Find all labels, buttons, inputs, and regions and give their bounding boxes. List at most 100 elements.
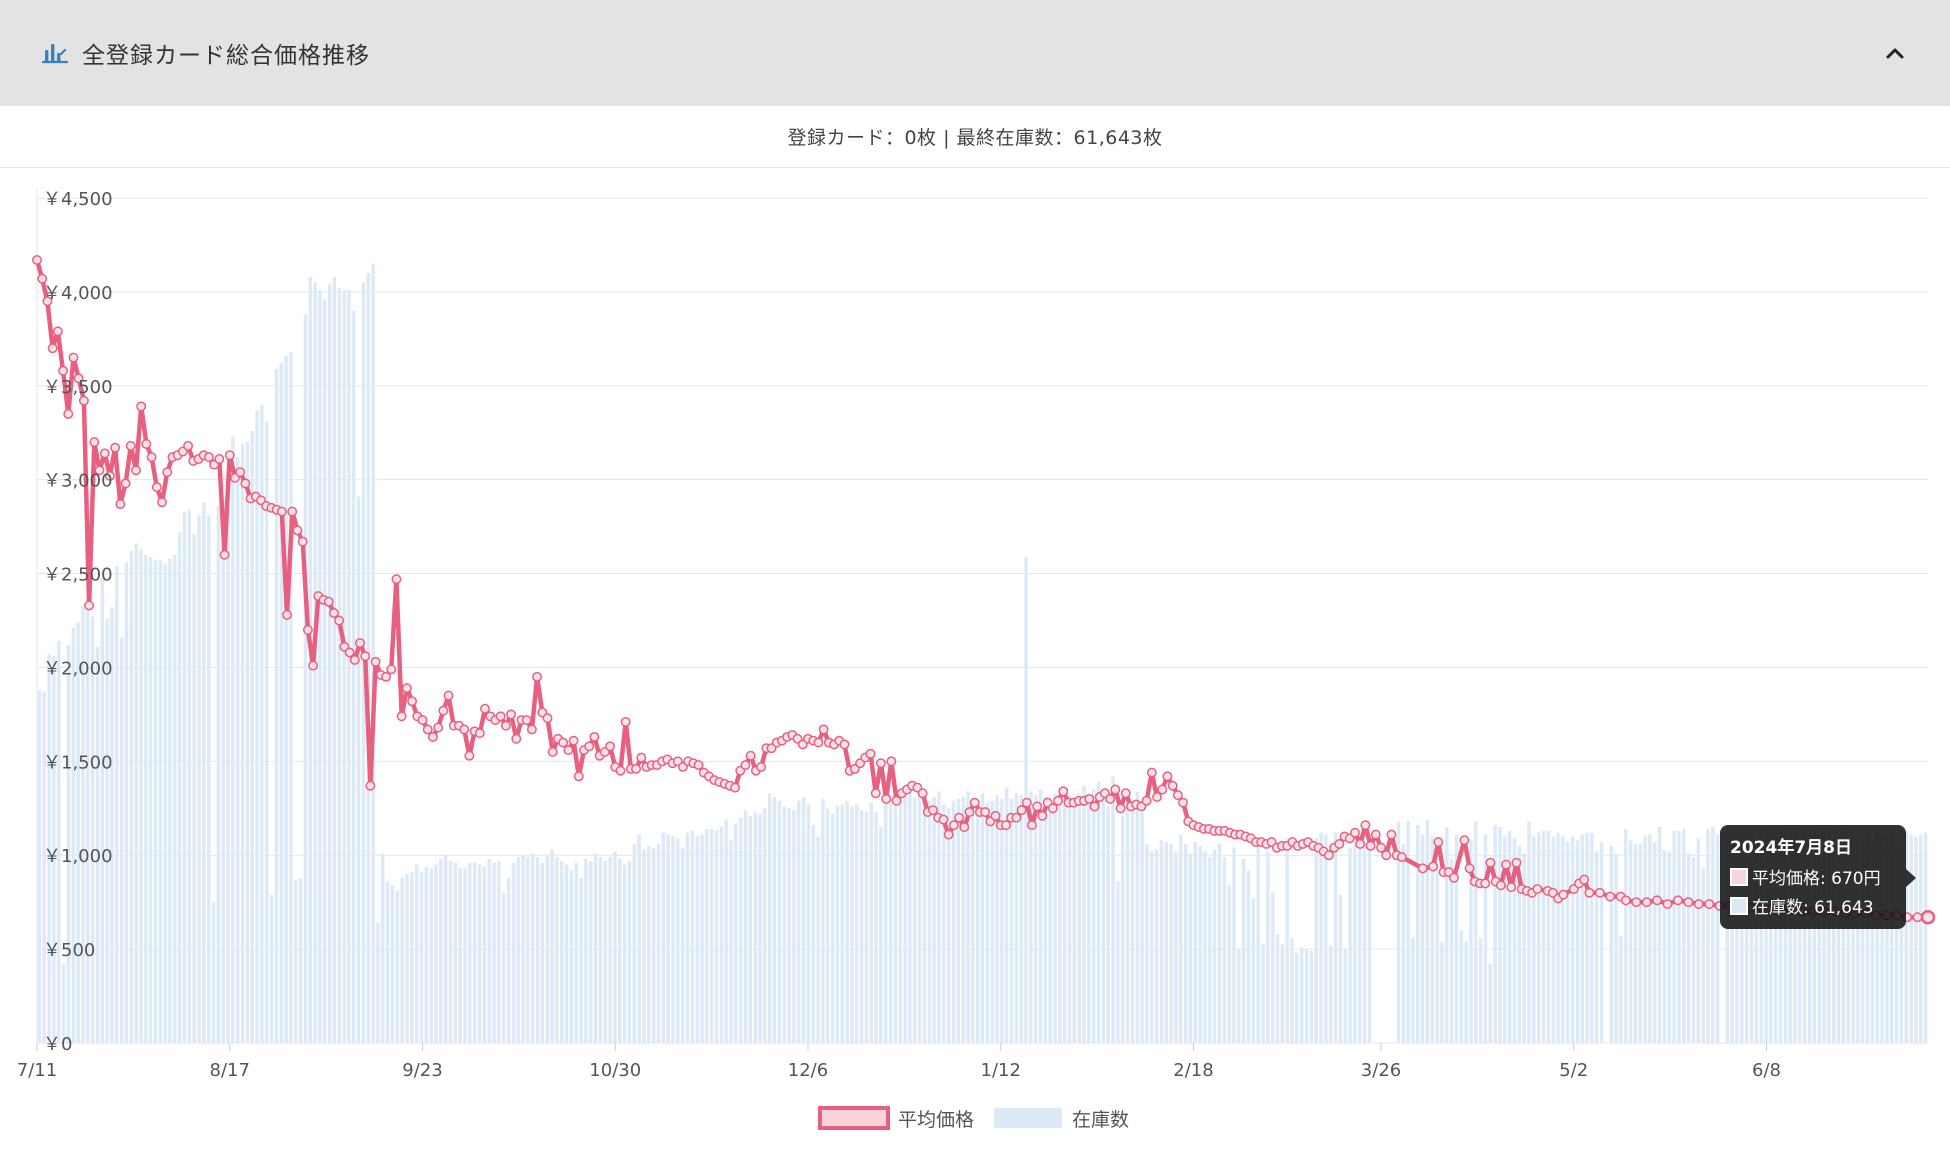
price-point [104, 470, 115, 481]
stock-bar [826, 808, 830, 1043]
stock-bar [1237, 949, 1241, 1043]
price-point [438, 705, 449, 716]
stock-bar [1029, 791, 1033, 1043]
price-point [480, 703, 490, 714]
stock-bar [1919, 834, 1923, 1043]
stock-bar [1522, 853, 1526, 1043]
stock-bar [115, 566, 119, 1043]
stock-bar [1285, 838, 1289, 1043]
stock-bar [719, 827, 724, 1043]
stock-bar [782, 806, 786, 1043]
price-point [459, 724, 470, 735]
stock-bar [951, 800, 956, 1043]
price-point [146, 452, 157, 463]
price-point [349, 654, 360, 665]
stock-bar [443, 855, 448, 1043]
stock-bar [1817, 834, 1821, 1043]
price-point [1053, 795, 1063, 806]
price-point [506, 709, 517, 720]
stock-bar [1633, 843, 1638, 1043]
stock-bar [255, 410, 259, 1043]
stock-bar [893, 798, 898, 1043]
price-point [162, 467, 173, 478]
stock-bar [632, 843, 636, 1043]
price-point [240, 478, 251, 489]
stock-bar [1561, 836, 1565, 1043]
price-point [328, 608, 339, 618]
stock-bar [859, 810, 864, 1043]
price-point [370, 656, 381, 667]
stock-bar [168, 558, 172, 1043]
stock-bar [511, 862, 516, 1043]
price-point [396, 711, 407, 722]
stock-bar [1348, 847, 1352, 1043]
price-point [1167, 780, 1178, 791]
price-point [1511, 857, 1522, 868]
stock-bar [956, 798, 961, 1043]
price-point [1506, 882, 1517, 893]
stock-bar [124, 562, 129, 1043]
stock-bar [1150, 851, 1154, 1043]
price-point [1631, 897, 1642, 908]
stock-bar [279, 363, 283, 1043]
stock-bar [1701, 868, 1705, 1043]
stock-bar [1503, 836, 1507, 1043]
legend-swatch-stock[interactable] [994, 1108, 1062, 1128]
price-point [1579, 874, 1590, 885]
price-point [1704, 899, 1715, 909]
stock-bar [1590, 832, 1594, 1043]
stock-bar [110, 607, 114, 1043]
stock-bar [656, 843, 661, 1043]
price-point [573, 771, 584, 782]
collapse-button[interactable] [1878, 36, 1912, 70]
stock-bar [410, 872, 414, 1043]
price-history-chart[interactable]: ￥0 ￥500 ￥1,000 ￥1,500 ￥2,000 ￥2,500 ￥3,000 ￥3,5… [0, 168, 1950, 1158]
stock-bar [1483, 834, 1488, 1043]
stock-bar [535, 857, 540, 1043]
stock-bar [129, 551, 134, 1043]
stock-bar [676, 838, 680, 1043]
stock-bar [1856, 840, 1860, 1043]
price-point [865, 748, 876, 759]
stock-bar [647, 845, 651, 1043]
price-point [78, 395, 89, 406]
stock-bar [1764, 828, 1768, 1043]
stock-bar [1493, 825, 1497, 1043]
stock-bar [1812, 830, 1817, 1043]
stock-bar [927, 800, 931, 1043]
price-point [818, 724, 829, 735]
chart-panel-header[interactable]: 全登録カード総合価格推移 [0, 0, 1950, 106]
stock-bar [1793, 830, 1797, 1043]
stock-bar [1425, 819, 1430, 1043]
stock-bar [1077, 793, 1081, 1043]
stock-bar [1362, 825, 1367, 1043]
stock-bar [917, 789, 922, 1043]
stock-bar [864, 812, 869, 1043]
stock-bar [1111, 776, 1115, 1043]
price-point [1323, 850, 1334, 861]
legend-swatch-price[interactable] [818, 1106, 890, 1130]
legend[interactable]: 平均価格 在庫数 [818, 1106, 1129, 1131]
bar-chart-icon [40, 38, 70, 68]
stock-bar [816, 836, 820, 1043]
stock-bar [57, 641, 61, 1043]
price-point [89, 437, 100, 448]
stock-bar [680, 847, 685, 1043]
stock-bar [690, 830, 695, 1043]
stock-bar [961, 797, 965, 1043]
price-point [954, 812, 965, 823]
stock-bar [1677, 830, 1681, 1043]
price-point [1376, 842, 1386, 853]
legend-label-stock[interactable]: 在庫数 [1072, 1109, 1129, 1131]
price-point [1058, 786, 1069, 797]
price-point [813, 737, 824, 748]
tooltip-stock-row: 在庫数: 61,643 [1730, 893, 1896, 918]
price-point [959, 822, 970, 833]
stock-bar [1072, 800, 1077, 1043]
legend-label-price[interactable]: 平均価格 [898, 1109, 974, 1131]
stock-bar [569, 870, 574, 1043]
stock-bar [526, 857, 530, 1043]
stock-bar [932, 797, 936, 1043]
stock-bar [37, 689, 42, 1043]
price-point [943, 829, 954, 840]
